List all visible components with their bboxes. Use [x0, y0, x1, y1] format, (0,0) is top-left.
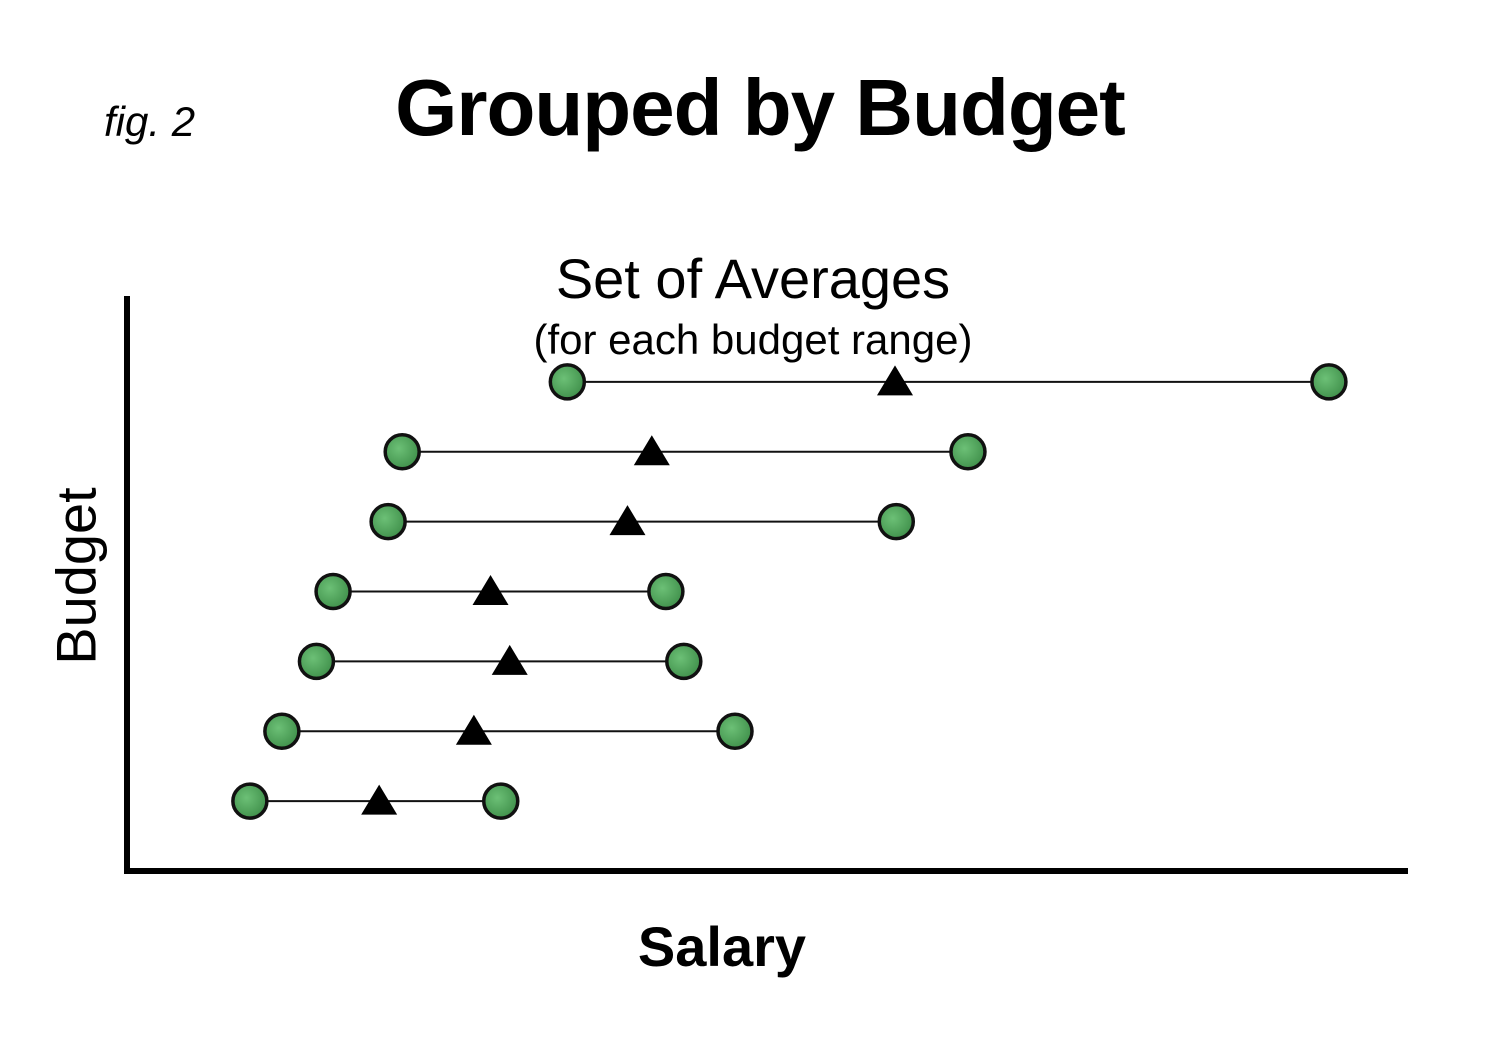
- max-point: [716, 712, 754, 750]
- average-marker: [472, 575, 509, 605]
- min-point: [369, 502, 407, 541]
- min-point: [297, 642, 336, 681]
- page-title: Grouped by Budget: [395, 63, 1126, 152]
- average-marker: [609, 505, 646, 536]
- max-point: [1310, 363, 1348, 401]
- average-marker: [877, 365, 913, 396]
- min-point: [314, 572, 352, 611]
- average-marker: [361, 784, 398, 815]
- chart-subtitle: (for each budget range): [533, 316, 973, 363]
- average-marker: [491, 644, 528, 675]
- min-point: [548, 363, 587, 401]
- max-point: [665, 642, 703, 681]
- min-point: [263, 712, 301, 750]
- average-marker: [633, 435, 670, 466]
- min-point: [383, 433, 421, 471]
- max-point: [877, 502, 916, 541]
- average-marker: [455, 714, 492, 745]
- min-point: [231, 782, 269, 820]
- chart-title: Set of Averages: [555, 247, 951, 310]
- max-point: [482, 782, 520, 820]
- figure-label: fig. 2: [104, 98, 196, 145]
- chart-marks: [231, 363, 1348, 820]
- max-point: [647, 572, 685, 611]
- x-axis-label: Salary: [637, 915, 807, 978]
- max-point: [949, 433, 987, 471]
